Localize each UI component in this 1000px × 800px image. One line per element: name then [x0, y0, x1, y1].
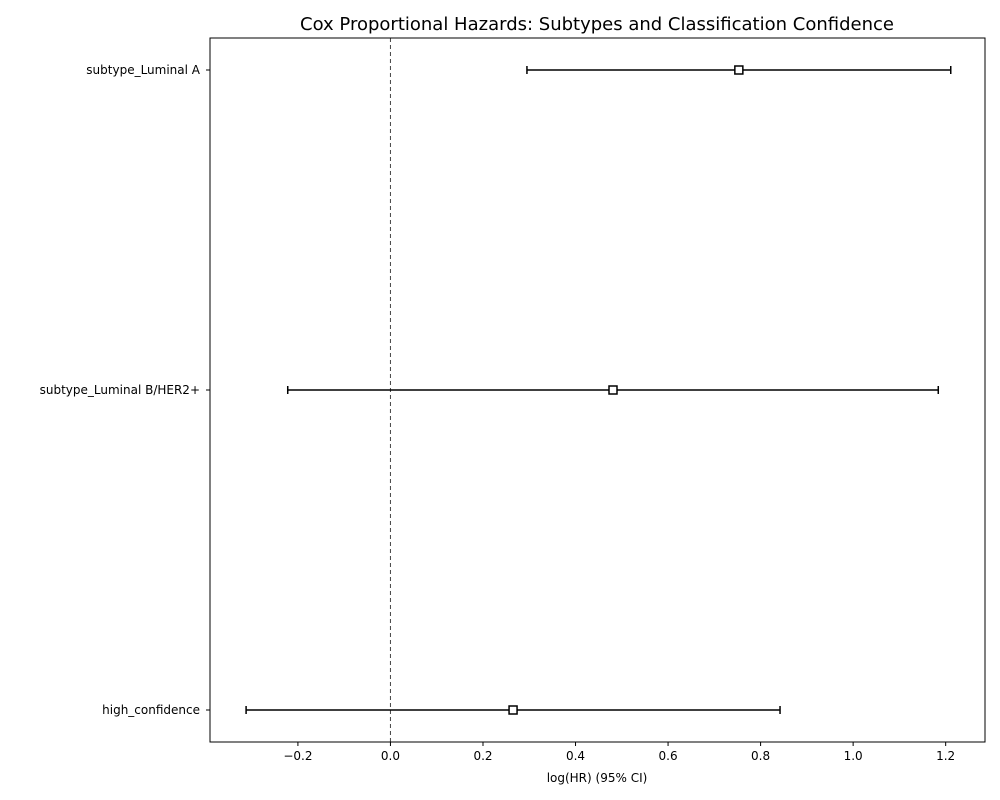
- chart-title: Cox Proportional Hazards: Subtypes and C…: [300, 14, 894, 35]
- point-estimate-marker: [508, 705, 518, 715]
- x-axis: −0.2 0.0 0.2 0.4 0.6 0.8 1.0 1.2: [283, 742, 955, 763]
- y-axis: subtype_Luminal A subtype_Luminal B/HER2+…: [40, 63, 210, 717]
- y-tick-label: high_confidence: [102, 703, 200, 717]
- x-axis-label: log(HR) (95% CI): [547, 771, 648, 785]
- x-tick-label: 1.2: [936, 749, 955, 763]
- y-tick-label: subtype_Luminal A: [86, 63, 200, 77]
- point-estimate-marker: [734, 65, 744, 75]
- x-tick-label: 1.0: [844, 749, 863, 763]
- x-tick-label: 0.8: [751, 749, 770, 763]
- point-estimate-marker: [608, 385, 618, 395]
- covariate-row: [526, 65, 952, 75]
- x-tick-label: 0.4: [566, 749, 585, 763]
- x-tick-label: 0.2: [473, 749, 492, 763]
- x-tick-label: 0.0: [381, 749, 400, 763]
- covariate-row: [286, 385, 940, 395]
- x-tick-label: −0.2: [283, 749, 312, 763]
- y-tick-label: subtype_Luminal B/HER2+: [40, 383, 200, 397]
- plot-area: [245, 38, 952, 742]
- covariate-row: [245, 705, 781, 715]
- x-tick-label: 0.6: [659, 749, 678, 763]
